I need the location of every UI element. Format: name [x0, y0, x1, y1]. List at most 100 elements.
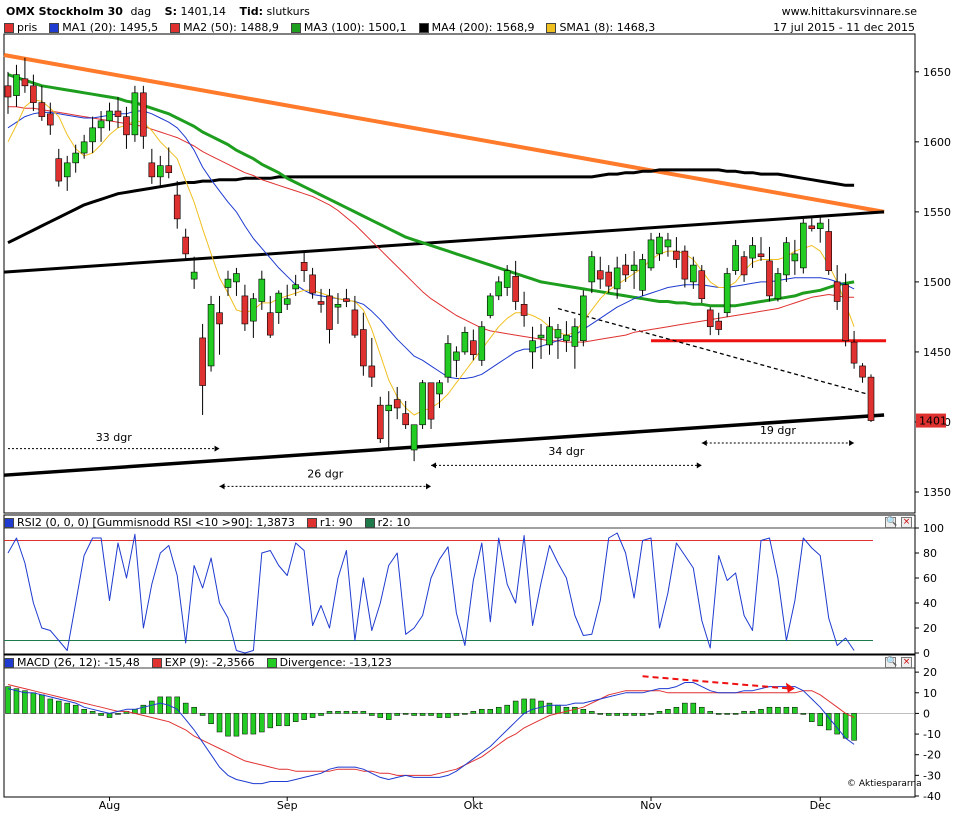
candles: [4, 57, 875, 462]
candle-body: [503, 270, 511, 288]
divergence-bar: [56, 700, 62, 714]
divergence-bar: [546, 702, 553, 714]
divergence-bar: [419, 713, 426, 716]
candle-body: [55, 158, 63, 182]
candle-body: [554, 329, 562, 339]
candle-body: [258, 278, 266, 302]
legend-label: MA4 (200): 1568,9: [431, 21, 535, 34]
divergence-arrowhead: [785, 682, 795, 693]
period-label: dag: [130, 5, 152, 18]
legend-entry: r1: 90: [306, 516, 353, 529]
candle-body: [173, 194, 181, 220]
legend-entry: pris: [4, 21, 37, 34]
divergence-bar: [563, 706, 570, 714]
candle-body: [309, 274, 316, 294]
divergence-bar: [343, 711, 350, 714]
divergence-bar: [699, 706, 705, 714]
zoom-icon[interactable]: 🔍: [885, 517, 898, 528]
candle-body: [393, 399, 401, 409]
divergence-bar: [233, 713, 240, 737]
candle-body: [292, 284, 299, 290]
candle-body: [106, 110, 113, 122]
candle-body: [266, 312, 274, 336]
divergence-bar: [758, 709, 764, 714]
legend-swatch: [546, 23, 557, 33]
copyright: © Aktiespararna: [847, 779, 922, 789]
month-label: Dec: [810, 799, 831, 812]
candle-body: [300, 261, 308, 271]
legend-entry: RSI2 (0, 0, 0) [Gummisnodd RSI <10 >90]:…: [4, 516, 295, 529]
candle-body: [182, 236, 189, 255]
candle-body: [478, 326, 486, 361]
divergence-bar: [13, 688, 20, 714]
price-axis-tick-label: 1500: [923, 276, 951, 289]
divergence-bar: [732, 713, 739, 715]
divergence-bar: [597, 713, 604, 715]
legend-label: MA2 (50): 1488,9: [183, 21, 279, 34]
divergence-bar: [436, 713, 443, 718]
divergence-bar: [529, 698, 536, 714]
divergence-bar: [115, 713, 121, 715]
candle-body: [529, 340, 536, 353]
legend-entry: MA1 (20): 1495,5: [49, 21, 158, 34]
divergence-bar: [707, 711, 713, 714]
candle-body: [596, 270, 604, 280]
divergence-bar: [174, 696, 180, 714]
legend-label: r1: 90: [319, 516, 353, 529]
month-label: Sep: [277, 799, 298, 812]
candle-body: [190, 271, 198, 280]
candle-body: [690, 264, 697, 283]
candle-body: [80, 141, 88, 154]
candle-body: [588, 256, 596, 283]
divergence-bar: [715, 713, 722, 715]
divergence-bar: [842, 713, 849, 739]
close-icon[interactable]: ×: [901, 517, 912, 528]
divergence-bar: [182, 702, 189, 714]
divergence-bar: [369, 713, 375, 716]
divergence-bar: [792, 706, 798, 714]
divergence-bar: [64, 702, 70, 714]
candle-body: [114, 110, 122, 117]
divergence-bar: [741, 711, 747, 714]
count-arrowhead: [431, 462, 437, 469]
divergence-bar: [5, 686, 11, 714]
candle-body: [165, 165, 173, 173]
divergence-bar: [690, 702, 697, 714]
legend-entry: MA4 (200): 1568,9: [418, 21, 535, 34]
candle-body: [216, 312, 223, 325]
divergence-bar: [809, 713, 815, 722]
legend-swatch: [4, 658, 14, 668]
divergence-bar: [199, 713, 206, 716]
candle-body: [63, 162, 71, 178]
divergence-bar: [259, 713, 265, 733]
divergence-bar: [89, 711, 96, 714]
candle-body: [537, 334, 545, 339]
candle-body: [656, 236, 663, 255]
candle-body: [250, 298, 257, 322]
legend-entry: MA3 (100): 1500,1: [290, 21, 407, 34]
macd-lines: [4, 675, 915, 785]
legend-entry: r2: 10: [364, 516, 410, 529]
divergence-bar: [665, 709, 671, 714]
count-label: 19 dgr: [760, 424, 796, 437]
rsi-axis-tick-label: 60: [923, 572, 937, 585]
legend-label: EXP (9): -2,3566: [164, 656, 255, 669]
candle-body: [224, 278, 232, 288]
macd-line: [7, 682, 855, 785]
legend-label: RSI2 (0, 0, 0) [Gummisnodd RSI <10 >90]:…: [17, 516, 295, 529]
divergence-bar: [622, 713, 629, 716]
candle-body: [360, 329, 367, 367]
zoom-icon[interactable]: 🔍: [885, 657, 898, 668]
close-icon[interactable]: ×: [901, 657, 912, 668]
candle-body: [241, 295, 249, 325]
candle-body: [275, 292, 283, 314]
candle-body: [334, 304, 342, 308]
candle-body: [546, 326, 553, 346]
divergence-bar: [749, 711, 756, 714]
candle-body: [427, 382, 435, 420]
legend-swatch: [364, 518, 375, 528]
candle-body: [486, 295, 494, 316]
divergence-bar: [360, 711, 367, 714]
site-link[interactable]: www.hittakursvinnare.se: [781, 5, 917, 18]
divergence-bar: [783, 706, 790, 714]
